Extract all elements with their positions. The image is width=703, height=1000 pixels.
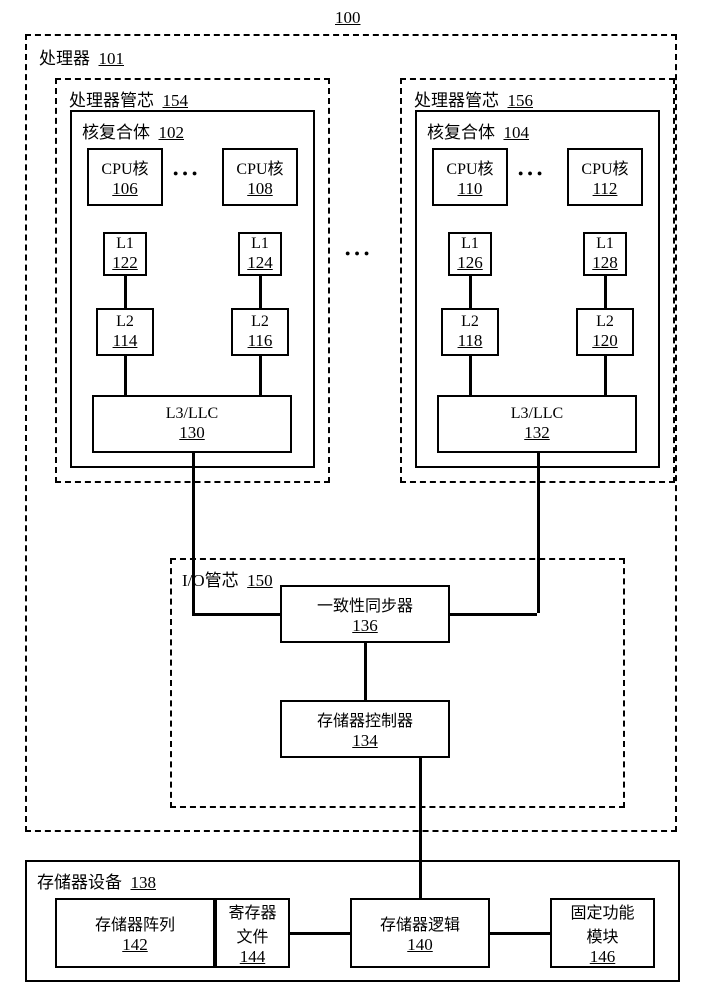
line-l2-llc-1	[259, 356, 262, 395]
l2-cache-label-r1: L2120	[578, 313, 632, 351]
line-l1-l2-1	[259, 276, 262, 308]
ellipsis-icon: ●●●	[345, 248, 373, 258]
line-logic-fixed	[490, 932, 550, 935]
l1-cache-label-l0: L1122	[105, 235, 145, 273]
l2-cache-r1: L2120	[576, 308, 634, 356]
memory-array-label: 存储器阵列142	[57, 911, 213, 955]
llc-left: L3/LLC130	[92, 395, 292, 453]
l2-cache-label-r0: L2118	[443, 313, 497, 351]
llc-right: L3/LLC132	[437, 395, 637, 453]
cpu-core-r0: CPU核110	[432, 148, 508, 206]
cpu-core-l0: CPU核106	[87, 148, 163, 206]
fixed-function: 固定功能模块146	[550, 898, 655, 968]
coherency-sync-label: 一致性同步器136	[282, 592, 448, 636]
processor-die-label-right: 处理器管芯 156	[414, 86, 533, 111]
line-coh-memctrl	[364, 643, 367, 700]
l2-cache-label-l1: L2116	[233, 313, 287, 351]
memory-controller: 存储器控制器134	[280, 700, 450, 758]
l1-cache-l0: L1122	[103, 232, 147, 276]
l2-cache-l1: L2116	[231, 308, 289, 356]
memory-device-label: 存储器设备 138	[37, 868, 156, 893]
register-file: 寄存器文件144	[215, 898, 290, 968]
line-l1-l2-3	[604, 276, 607, 308]
line-l2-llc-2	[469, 356, 472, 395]
llc-label-left: L3/LLC130	[94, 405, 290, 443]
figure-number: 100	[335, 8, 361, 28]
processor-label: 处理器 101	[39, 44, 124, 69]
memory-controller-label: 存储器控制器134	[282, 707, 448, 751]
ellipsis-icon: ●●●	[518, 168, 546, 178]
cpu-core-l1: CPU核108	[222, 148, 298, 206]
fixed-function-label: 固定功能模块146	[552, 899, 653, 967]
line-memctrl-memlogic	[419, 758, 422, 898]
l1-cache-r0: L1126	[448, 232, 492, 276]
line-l1-l2-0	[124, 276, 127, 308]
line-coh-left-h	[192, 613, 280, 616]
line-l2-llc-3	[604, 356, 607, 395]
line-l1-l2-2	[469, 276, 472, 308]
l1-cache-label-l1: L1124	[240, 235, 280, 273]
cpu-core-r1: CPU核112	[567, 148, 643, 206]
line-l2-llc-0	[124, 356, 127, 395]
l2-cache-l0: L2114	[96, 308, 154, 356]
l1-cache-label-r0: L1126	[450, 235, 490, 273]
register-file-label: 寄存器文件144	[217, 899, 288, 967]
cpu-core-label-l1: CPU核108	[224, 155, 296, 199]
processor-die-label-left: 处理器管芯 154	[69, 86, 188, 111]
memory-array: 存储器阵列142	[55, 898, 215, 968]
core-complex-label-left: 核复合体 102	[82, 118, 184, 143]
cpu-core-label-r1: CPU核112	[569, 155, 641, 199]
l1-cache-label-r1: L1128	[585, 235, 625, 273]
llc-label-right: L3/LLC132	[439, 405, 635, 443]
l1-cache-l1: L1124	[238, 232, 282, 276]
l2-cache-r0: L2118	[441, 308, 499, 356]
memory-logic-label: 存储器逻辑140	[352, 911, 488, 955]
io-die-label: I/O管芯 150	[182, 566, 273, 591]
core-complex-label-right: 核复合体 104	[427, 118, 529, 143]
l2-cache-label-l0: L2114	[98, 313, 152, 351]
line-reg-logic	[290, 932, 350, 935]
line-llc-coh-left	[192, 453, 195, 613]
coherency-sync: 一致性同步器136	[280, 585, 450, 643]
memory-logic: 存储器逻辑140	[350, 898, 490, 968]
cpu-core-label-r0: CPU核110	[434, 155, 506, 199]
cpu-core-label-l0: CPU核106	[89, 155, 161, 199]
l1-cache-r1: L1128	[583, 232, 627, 276]
line-llc-coh-right	[537, 453, 540, 613]
line-coh-right-h	[450, 613, 537, 616]
ellipsis-icon: ●●●	[173, 168, 201, 178]
